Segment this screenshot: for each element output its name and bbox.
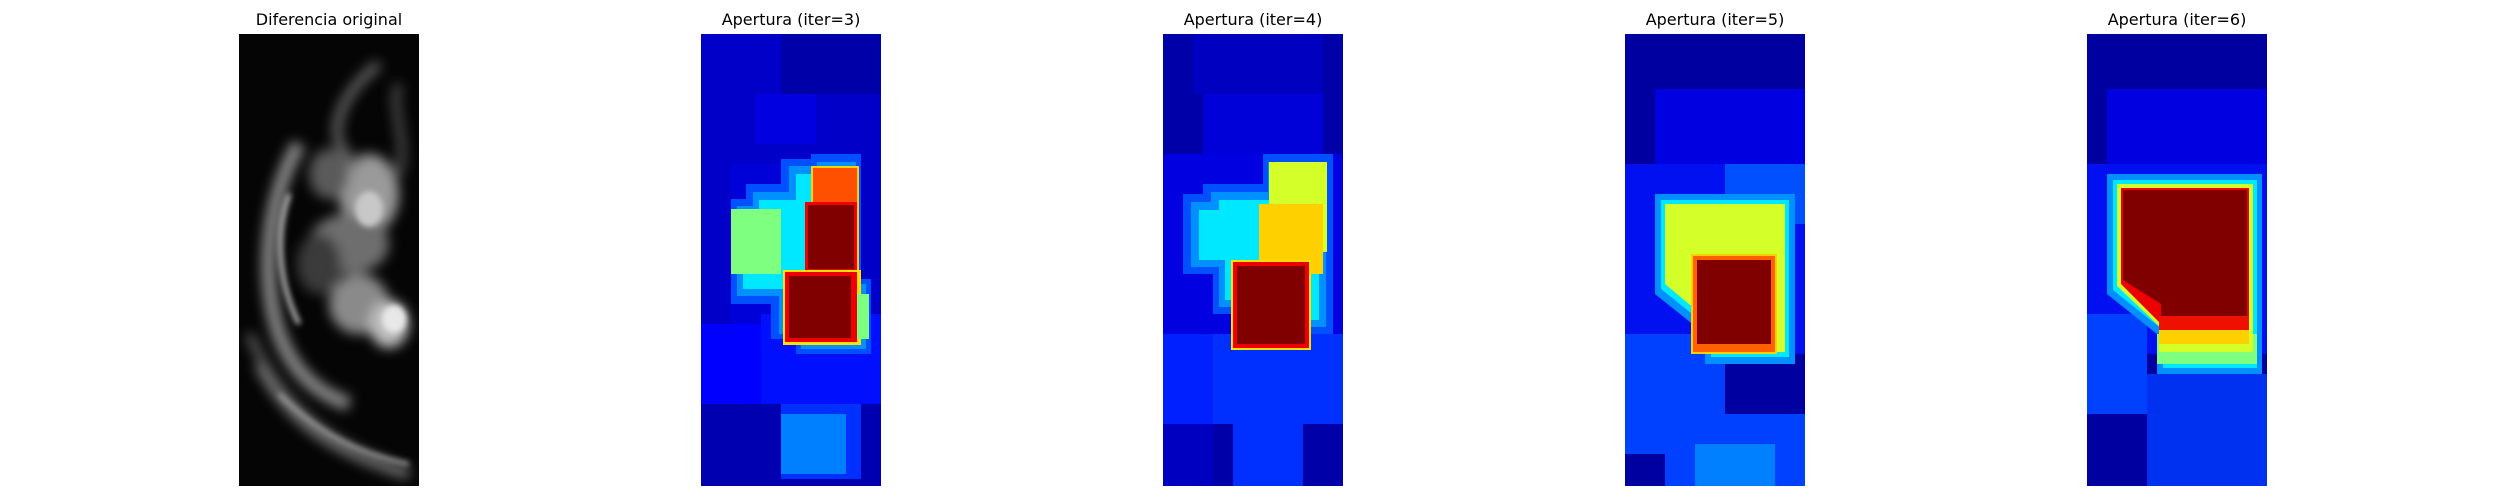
- panel-opening-iter-4: Apertura (iter=4): [1163, 0, 1343, 500]
- jet-opening-image: [701, 34, 881, 486]
- panel-title: Apertura (iter=3): [721, 10, 861, 29]
- panel-opening-iter-3: Apertura (iter=3): [701, 0, 881, 500]
- jet-opening-image: [1163, 34, 1343, 486]
- panel-title: Diferencia original: [255, 10, 403, 29]
- panel-title: Apertura (iter=5): [1645, 10, 1785, 29]
- jet-iter4-svg: [1163, 34, 1343, 486]
- jet-opening-image: [2087, 34, 2267, 486]
- panel-opening-iter-6: Apertura (iter=6): [2087, 0, 2267, 500]
- jet-iter5-svg: [1625, 34, 1805, 486]
- panel-title: Apertura (iter=4): [1183, 10, 1323, 29]
- jet-iter6-svg: [2087, 34, 2267, 486]
- panel-opening-iter-5: Apertura (iter=5): [1625, 0, 1805, 500]
- panel-title: Apertura (iter=6): [2107, 10, 2247, 29]
- grayscale-svg: [239, 34, 419, 486]
- jet-iter3-svg: [701, 34, 881, 486]
- grayscale-difference-image: [239, 34, 419, 486]
- jet-opening-image: [1625, 34, 1805, 486]
- panel-original-difference: Diferencia original: [239, 0, 419, 500]
